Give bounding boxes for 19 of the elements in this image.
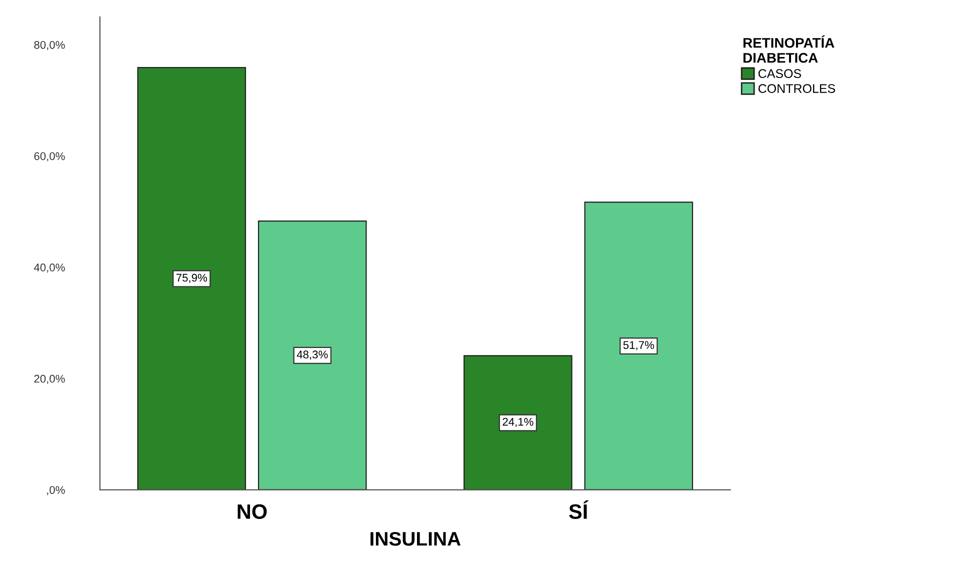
data-label: 75,9% [176, 274, 207, 283]
x-tick-label: SÍ [569, 500, 589, 519]
y-tick-label: 80,0% [34, 40, 65, 50]
y-tick-label: 40,0% [34, 264, 65, 273]
legend-title: RETINOPATÍA DIABETICA [744, 35, 834, 63]
x-tick-label: NO [238, 504, 267, 519]
data-label: 24,1% [502, 418, 534, 428]
y-tick-label: 60,0% [34, 152, 65, 162]
bar [584, 202, 694, 490]
x-axis-title: INSULINA [370, 532, 461, 546]
data-label: 51,7% [623, 341, 654, 350]
legend-label: CONTROLES [758, 84, 836, 93]
bar [258, 220, 367, 490]
legend-label: CASOS [758, 69, 802, 78]
data-label: 48,3% [296, 350, 328, 360]
bar [464, 355, 572, 490]
y-tick-label: 20,0% [34, 374, 65, 384]
y-tick-label: ,0% [47, 486, 65, 496]
bar [137, 66, 246, 490]
